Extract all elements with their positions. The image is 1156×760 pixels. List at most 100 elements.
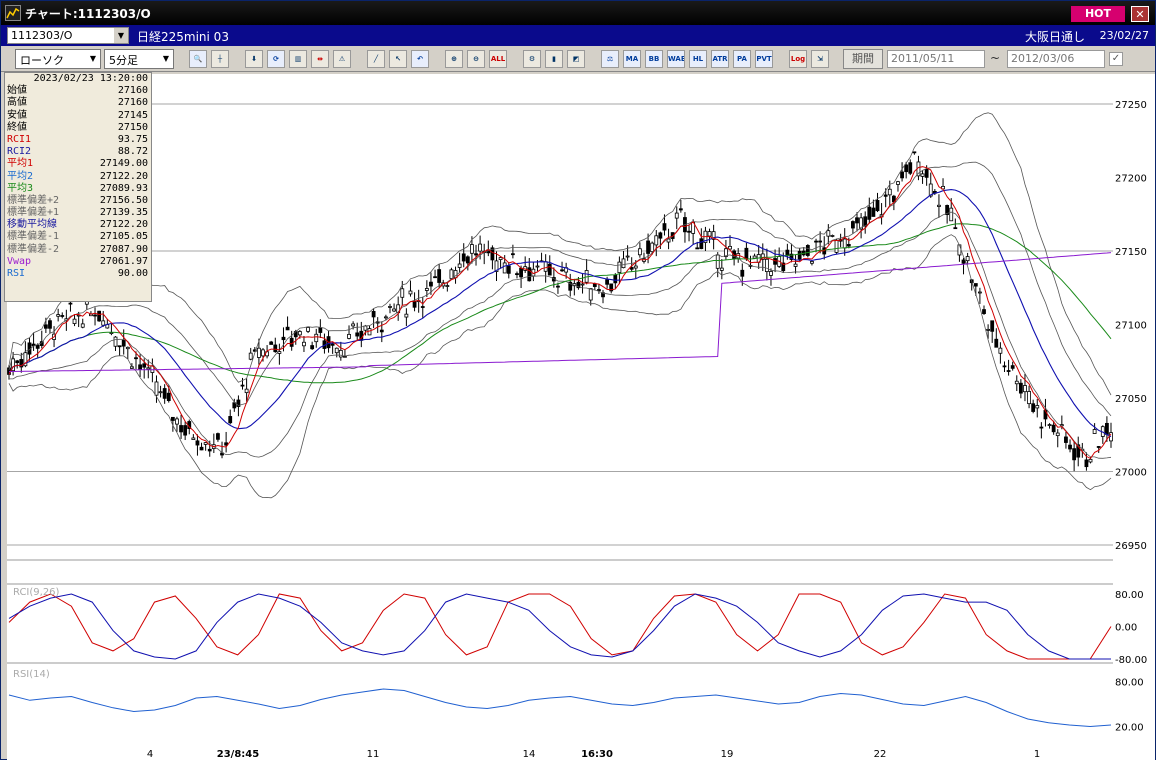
hl-button[interactable]: HL [689, 50, 707, 68]
pa-button[interactable]: PA [733, 50, 751, 68]
date-from-field[interactable]: 2011/05/11 [887, 50, 985, 68]
ohlc-rows: 始値 27160 高値 27160 安値 27145 終値 27150 RCI1 93.75 RCI… [5, 85, 151, 280]
chevron-down-icon[interactable]: ▼ [114, 28, 128, 43]
log-button[interactable]: Log [789, 50, 807, 68]
candle-body [805, 245, 810, 256]
candle-body [154, 381, 159, 396]
ohlc-row-label: 標準偏差+1 [7, 207, 60, 219]
symbol-combobox[interactable]: 1112303/O ▼ [7, 27, 129, 44]
indicator-icon[interactable]: ⚖ [601, 50, 619, 68]
settings-icon[interactable]: ⚙ [523, 50, 541, 68]
refresh-icon[interactable]: ⟳ [267, 50, 285, 68]
price-tick-label: 26950 [1115, 541, 1147, 552]
ohlc-row-value: 27122.20 [99, 219, 148, 231]
candle-body [637, 248, 642, 256]
close-button[interactable]: ✕ [1131, 6, 1149, 22]
time-tick-label: 16:30 [581, 749, 613, 760]
ohlc-row-value: 88.72 [117, 146, 148, 158]
hot-badge[interactable]: HOT [1071, 6, 1125, 22]
all-range-icon[interactable]: ALL [489, 50, 507, 68]
atr-button[interactable]: ATR [711, 50, 729, 68]
candle-body [646, 240, 650, 254]
time-tick-label: 4 [147, 749, 153, 760]
candle-body [945, 205, 950, 215]
candle-body [867, 206, 872, 220]
ohlc-row: 終値 27150 [5, 122, 151, 134]
candle-body [613, 274, 618, 284]
candle-body [752, 255, 757, 259]
candle-body [728, 245, 732, 250]
price-chart-area[interactable]: RCI(9,26) RSI(14) [7, 74, 1113, 746]
ohlc-row: RCI2 88.72 [5, 146, 151, 158]
candle-body [695, 247, 700, 250]
color-palette-icon[interactable]: ◩ [567, 50, 585, 68]
title-bar[interactable]: チャート:1112303/O HOT ✕ [1, 1, 1155, 25]
crosshair-icon[interactable]: ┼ [211, 50, 229, 68]
candle-body [834, 239, 839, 253]
candle-body [314, 333, 319, 343]
candle-body [949, 207, 954, 222]
cursor-icon[interactable]: ↖ [389, 50, 407, 68]
bar-chart-icon[interactable]: ▥ [289, 50, 307, 68]
ohlc-row-label: Vwap [7, 255, 32, 267]
rci-tick-label: -80.00 [1115, 655, 1147, 666]
candle-body [273, 344, 278, 353]
apply-checkbox[interactable]: ✓ [1109, 52, 1123, 66]
candle-body [793, 263, 798, 267]
candle-body [687, 230, 691, 233]
toolbar: ローソク ▼ 5分足 ▼ 🔍 ┼ ⬇ ⟳ ▥ ⇹ ⚠ ╱ ↖ ↶ ⊕ ⊖ ALL… [1, 46, 1155, 72]
draw-line-icon[interactable]: ╱ [367, 50, 385, 68]
ohlc-row-value: 27149.00 [99, 158, 148, 170]
candle-body [1068, 444, 1072, 450]
ohlc-row: 標準偏差-1 27105.05 [5, 231, 151, 243]
period-button[interactable]: 期間 [843, 49, 883, 69]
chevron-down-icon: ▼ [162, 54, 170, 63]
candle-body [15, 360, 20, 364]
export-icon[interactable]: ⇲ [811, 50, 829, 68]
pvt-button[interactable]: PVT [755, 50, 773, 68]
candle-body [650, 242, 655, 253]
rsi-line [8, 688, 1112, 728]
candle-body [474, 253, 478, 256]
zoom-icon[interactable]: 🔍 [189, 50, 207, 68]
candle-body [138, 364, 142, 370]
candle-body [392, 308, 396, 312]
candle-body [920, 173, 925, 177]
ohlc-row-label: 始値 [7, 85, 27, 97]
candle-body [347, 333, 351, 339]
undo-icon[interactable]: ↶ [411, 50, 429, 68]
ohlc-row-value: 27122.20 [99, 170, 148, 182]
interval-select[interactable]: 5分足 ▼ [104, 49, 174, 69]
candle-body [965, 256, 970, 262]
candle-body [261, 349, 265, 357]
candle-body [797, 250, 802, 260]
rci-tick-label: 0.00 [1115, 623, 1137, 634]
candle-color-icon[interactable]: ▮ [545, 50, 563, 68]
zoom-in-icon[interactable]: ⊕ [445, 50, 463, 68]
ohlc-row-label: 移動平均線 [7, 219, 57, 231]
price-tick-label: 27200 [1115, 174, 1147, 185]
window-title: チャート:1112303/O [25, 7, 151, 21]
bollinger-lower-1 [9, 211, 1112, 459]
ma-button[interactable]: MA [623, 50, 641, 68]
bb-button[interactable]: BB [645, 50, 663, 68]
date-to-field[interactable]: 2012/03/06 [1007, 50, 1105, 68]
candle-body [179, 425, 183, 433]
candle-body [814, 240, 818, 243]
candle-body [588, 288, 593, 301]
wae-button[interactable]: WAE [667, 50, 685, 68]
zoom-out-icon[interactable]: ⊖ [467, 50, 485, 68]
split-icon[interactable]: ⇹ [311, 50, 329, 68]
rsi-tick-label: 80.00 [1115, 678, 1144, 689]
candle-body [597, 289, 601, 292]
candle-body [842, 238, 847, 249]
alert-icon[interactable]: ⚠ [333, 50, 351, 68]
candle-body [1092, 429, 1097, 434]
candle-body [617, 261, 622, 274]
chart-type-select[interactable]: ローソク ▼ [15, 49, 101, 69]
download-icon[interactable]: ⬇ [245, 50, 263, 68]
candle-body [1051, 424, 1056, 433]
vwap-line [9, 252, 1112, 372]
candle-body [670, 232, 675, 239]
